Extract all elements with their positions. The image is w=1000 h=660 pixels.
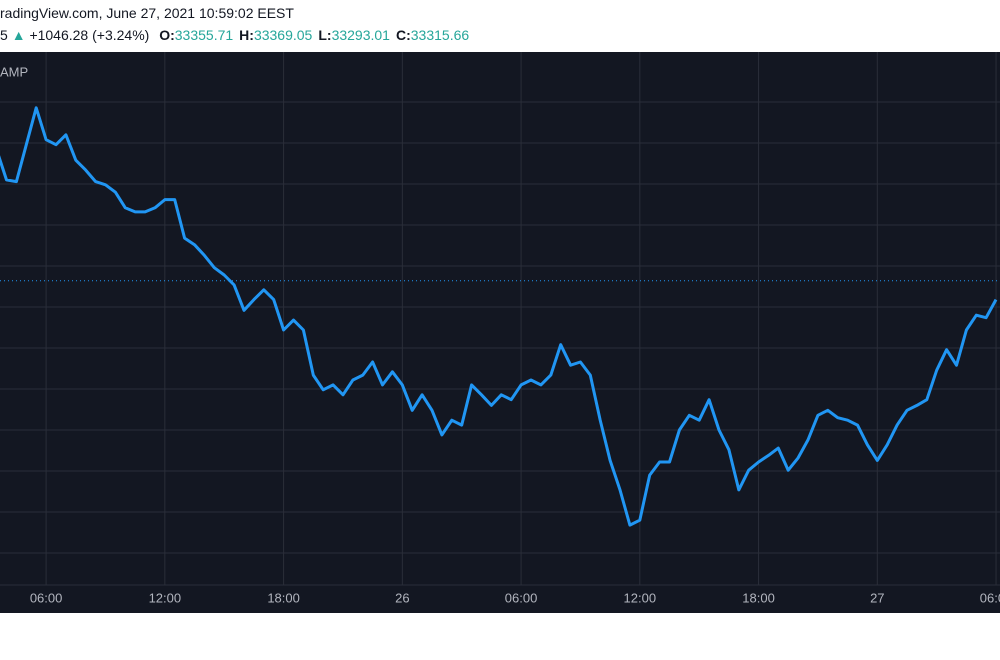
x-tick-label: 27 bbox=[870, 590, 884, 605]
ohlc-line: 5 ▲ +1046.28 (+3.24%) O:33355.71 H:33369.… bbox=[0, 27, 475, 43]
price: 5 bbox=[0, 27, 8, 43]
x-tick-label: 06:00 bbox=[30, 590, 63, 605]
ohlc-value: 33293.01 bbox=[331, 27, 390, 43]
ohlc-label: O: bbox=[159, 27, 175, 43]
ohlc-label: H: bbox=[239, 27, 254, 43]
x-tick-label: 18:00 bbox=[267, 590, 300, 605]
ohlc-value: 33315.66 bbox=[410, 27, 470, 43]
ohlc-value: 33369.05 bbox=[253, 27, 313, 43]
header-title: radingView.com, June 27, 2021 10:59:02 E… bbox=[0, 5, 294, 21]
ohlc-value: 33355.71 bbox=[174, 27, 234, 43]
x-tick-label: 06:00 bbox=[980, 590, 1000, 605]
ohlc: O:33355.71 H:33369.05 L:33293.01 C:33315.66 bbox=[159, 27, 475, 43]
ohlc-label: C: bbox=[395, 27, 411, 43]
arrow: ▲ bbox=[11, 27, 26, 43]
symbol-watermark: AMP bbox=[0, 64, 28, 79]
price-line-series bbox=[0, 106, 998, 527]
chart: 06:00 12:00 18:00 26 06:00 12:00 18:00 27 06:00 A… bbox=[0, 52, 1000, 613]
x-tick-label: 06:00 bbox=[505, 590, 538, 605]
x-tick-label: 12:00 bbox=[149, 590, 182, 605]
x-tick-label: 26 bbox=[395, 590, 409, 605]
change: +1046.28 (+3.24%) bbox=[29, 27, 150, 43]
x-tick-label: 12:00 bbox=[624, 590, 657, 605]
plot-background bbox=[0, 52, 1000, 613]
x-tick-label: 18:00 bbox=[742, 590, 775, 605]
ohlc-label: L: bbox=[318, 27, 332, 43]
legend-header: radingView.com, June 27, 2021 10:59:02 E… bbox=[0, 0, 1000, 52]
